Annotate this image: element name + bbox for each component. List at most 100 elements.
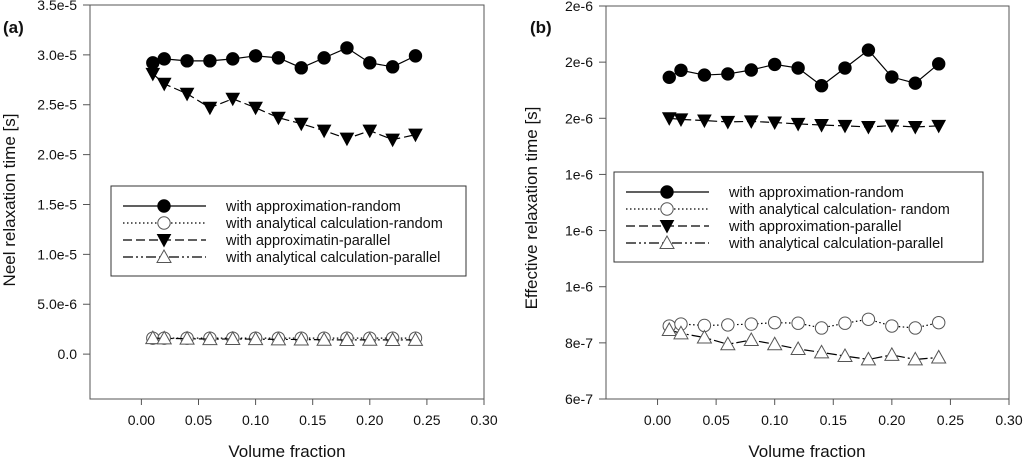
- data-point: [744, 317, 758, 331]
- data-point: [179, 87, 195, 102]
- y-tick-label: 2e-6: [565, 0, 593, 14]
- legend-marker: [659, 220, 675, 234]
- data-point: [247, 331, 264, 346]
- data-point: [697, 68, 712, 82]
- series-3: [661, 321, 947, 366]
- series-2: [145, 67, 423, 148]
- data-point: [316, 331, 332, 346]
- y-tick-label: 1e-6: [565, 223, 593, 239]
- y-tick-label: 2e-6: [565, 54, 593, 70]
- x-tick-label: 0.05: [702, 412, 729, 428]
- y-tick-label: 2.0e-5: [37, 147, 77, 163]
- x-axis-title-b: Volume fraction: [748, 442, 865, 461]
- data-point: [662, 70, 676, 85]
- data-point: [339, 132, 355, 147]
- legend-marker: [156, 248, 172, 263]
- data-point: [316, 124, 332, 139]
- x-tick-label: 0.20: [356, 412, 383, 428]
- data-point: [719, 336, 736, 351]
- data-point: [293, 331, 310, 346]
- data-point: [790, 341, 806, 356]
- data-point: [837, 348, 853, 363]
- y-tick-label: 1e-6: [565, 166, 593, 182]
- data-point: [294, 61, 308, 75]
- data-point: [743, 115, 759, 129]
- series-1: [662, 312, 946, 335]
- data-point: [661, 321, 678, 336]
- plot-frame: [605, 5, 1010, 400]
- data-point: [339, 331, 355, 346]
- legend-label: with analytical calculation-random: [225, 216, 443, 232]
- legend-label: with analytical calculation-parallel: [225, 250, 440, 266]
- data-point: [146, 56, 160, 70]
- data-point: [340, 41, 354, 55]
- data-point: [248, 101, 263, 116]
- data-point: [385, 133, 400, 148]
- data-point: [271, 111, 286, 126]
- data-point: [790, 117, 806, 132]
- legend-label: with approximation-random: [728, 185, 904, 201]
- data-point: [202, 101, 218, 116]
- y-tick-label: 1.0e-5: [37, 246, 77, 262]
- x-tick-label: 0.00: [644, 412, 671, 428]
- data-point: [931, 119, 947, 134]
- series-0: [662, 43, 946, 93]
- data-point: [791, 61, 805, 75]
- data-point: [907, 120, 923, 135]
- data-point: [813, 344, 830, 359]
- data-point: [224, 330, 241, 345]
- data-point: [248, 49, 263, 63]
- data-point: [838, 61, 852, 75]
- data-point: [720, 115, 736, 130]
- data-point: [744, 63, 758, 77]
- x-tick-label: 0.20: [878, 412, 905, 428]
- data-point: [407, 331, 424, 346]
- data-point: [767, 315, 782, 330]
- data-point: [861, 120, 876, 135]
- y-axis-title-a: Neel relaxation time [s]: [0, 114, 19, 287]
- x-tick-label: 0.15: [820, 412, 847, 428]
- legend-label: with analytical calculation- random: [728, 202, 950, 218]
- data-point: [696, 329, 713, 344]
- series-0: [146, 41, 423, 75]
- x-tick-label: 0.10: [761, 412, 788, 428]
- data-point: [179, 330, 195, 345]
- y-tick-label: 8e-7: [565, 335, 593, 351]
- legend-marker: [157, 216, 171, 230]
- data-point: [814, 321, 829, 335]
- y-tick-label: 6e-7: [565, 391, 593, 407]
- data-point: [932, 315, 946, 330]
- data-point: [408, 128, 423, 143]
- data-point: [293, 117, 309, 132]
- data-point: [363, 56, 377, 70]
- y-tick-label: 3.5e-5: [37, 0, 77, 13]
- y-tick-label: 1.5e-5: [37, 196, 77, 212]
- y-axis-title-b: Effective relaxation time [s]: [522, 107, 541, 310]
- data-point: [661, 112, 677, 126]
- data-point: [203, 54, 217, 68]
- data-point: [697, 114, 712, 129]
- panel-label-a: (a): [3, 18, 24, 37]
- legend-marker: [660, 202, 674, 216]
- x-axis-title-a: Volume fraction: [228, 442, 345, 461]
- data-point: [767, 116, 783, 131]
- legend-marker: [660, 185, 674, 199]
- data-point: [385, 60, 400, 74]
- data-point: [673, 113, 689, 127]
- series-line: [152, 73, 416, 141]
- data-point: [932, 57, 946, 71]
- data-point: [180, 54, 194, 68]
- x-tick-label: 0.15: [299, 412, 326, 428]
- data-point: [766, 336, 783, 351]
- data-point: [908, 76, 922, 90]
- data-point: [721, 67, 735, 81]
- data-point: [144, 330, 161, 345]
- legend-marker: [156, 234, 172, 248]
- x-tick-label: 0.25: [937, 412, 964, 428]
- data-point: [362, 124, 378, 139]
- data-point: [908, 321, 922, 335]
- data-point: [861, 43, 876, 57]
- legend-label: with approximation-random: [225, 199, 401, 215]
- chart-a: (a) Volume fraction Neel relaxation time…: [0, 0, 498, 461]
